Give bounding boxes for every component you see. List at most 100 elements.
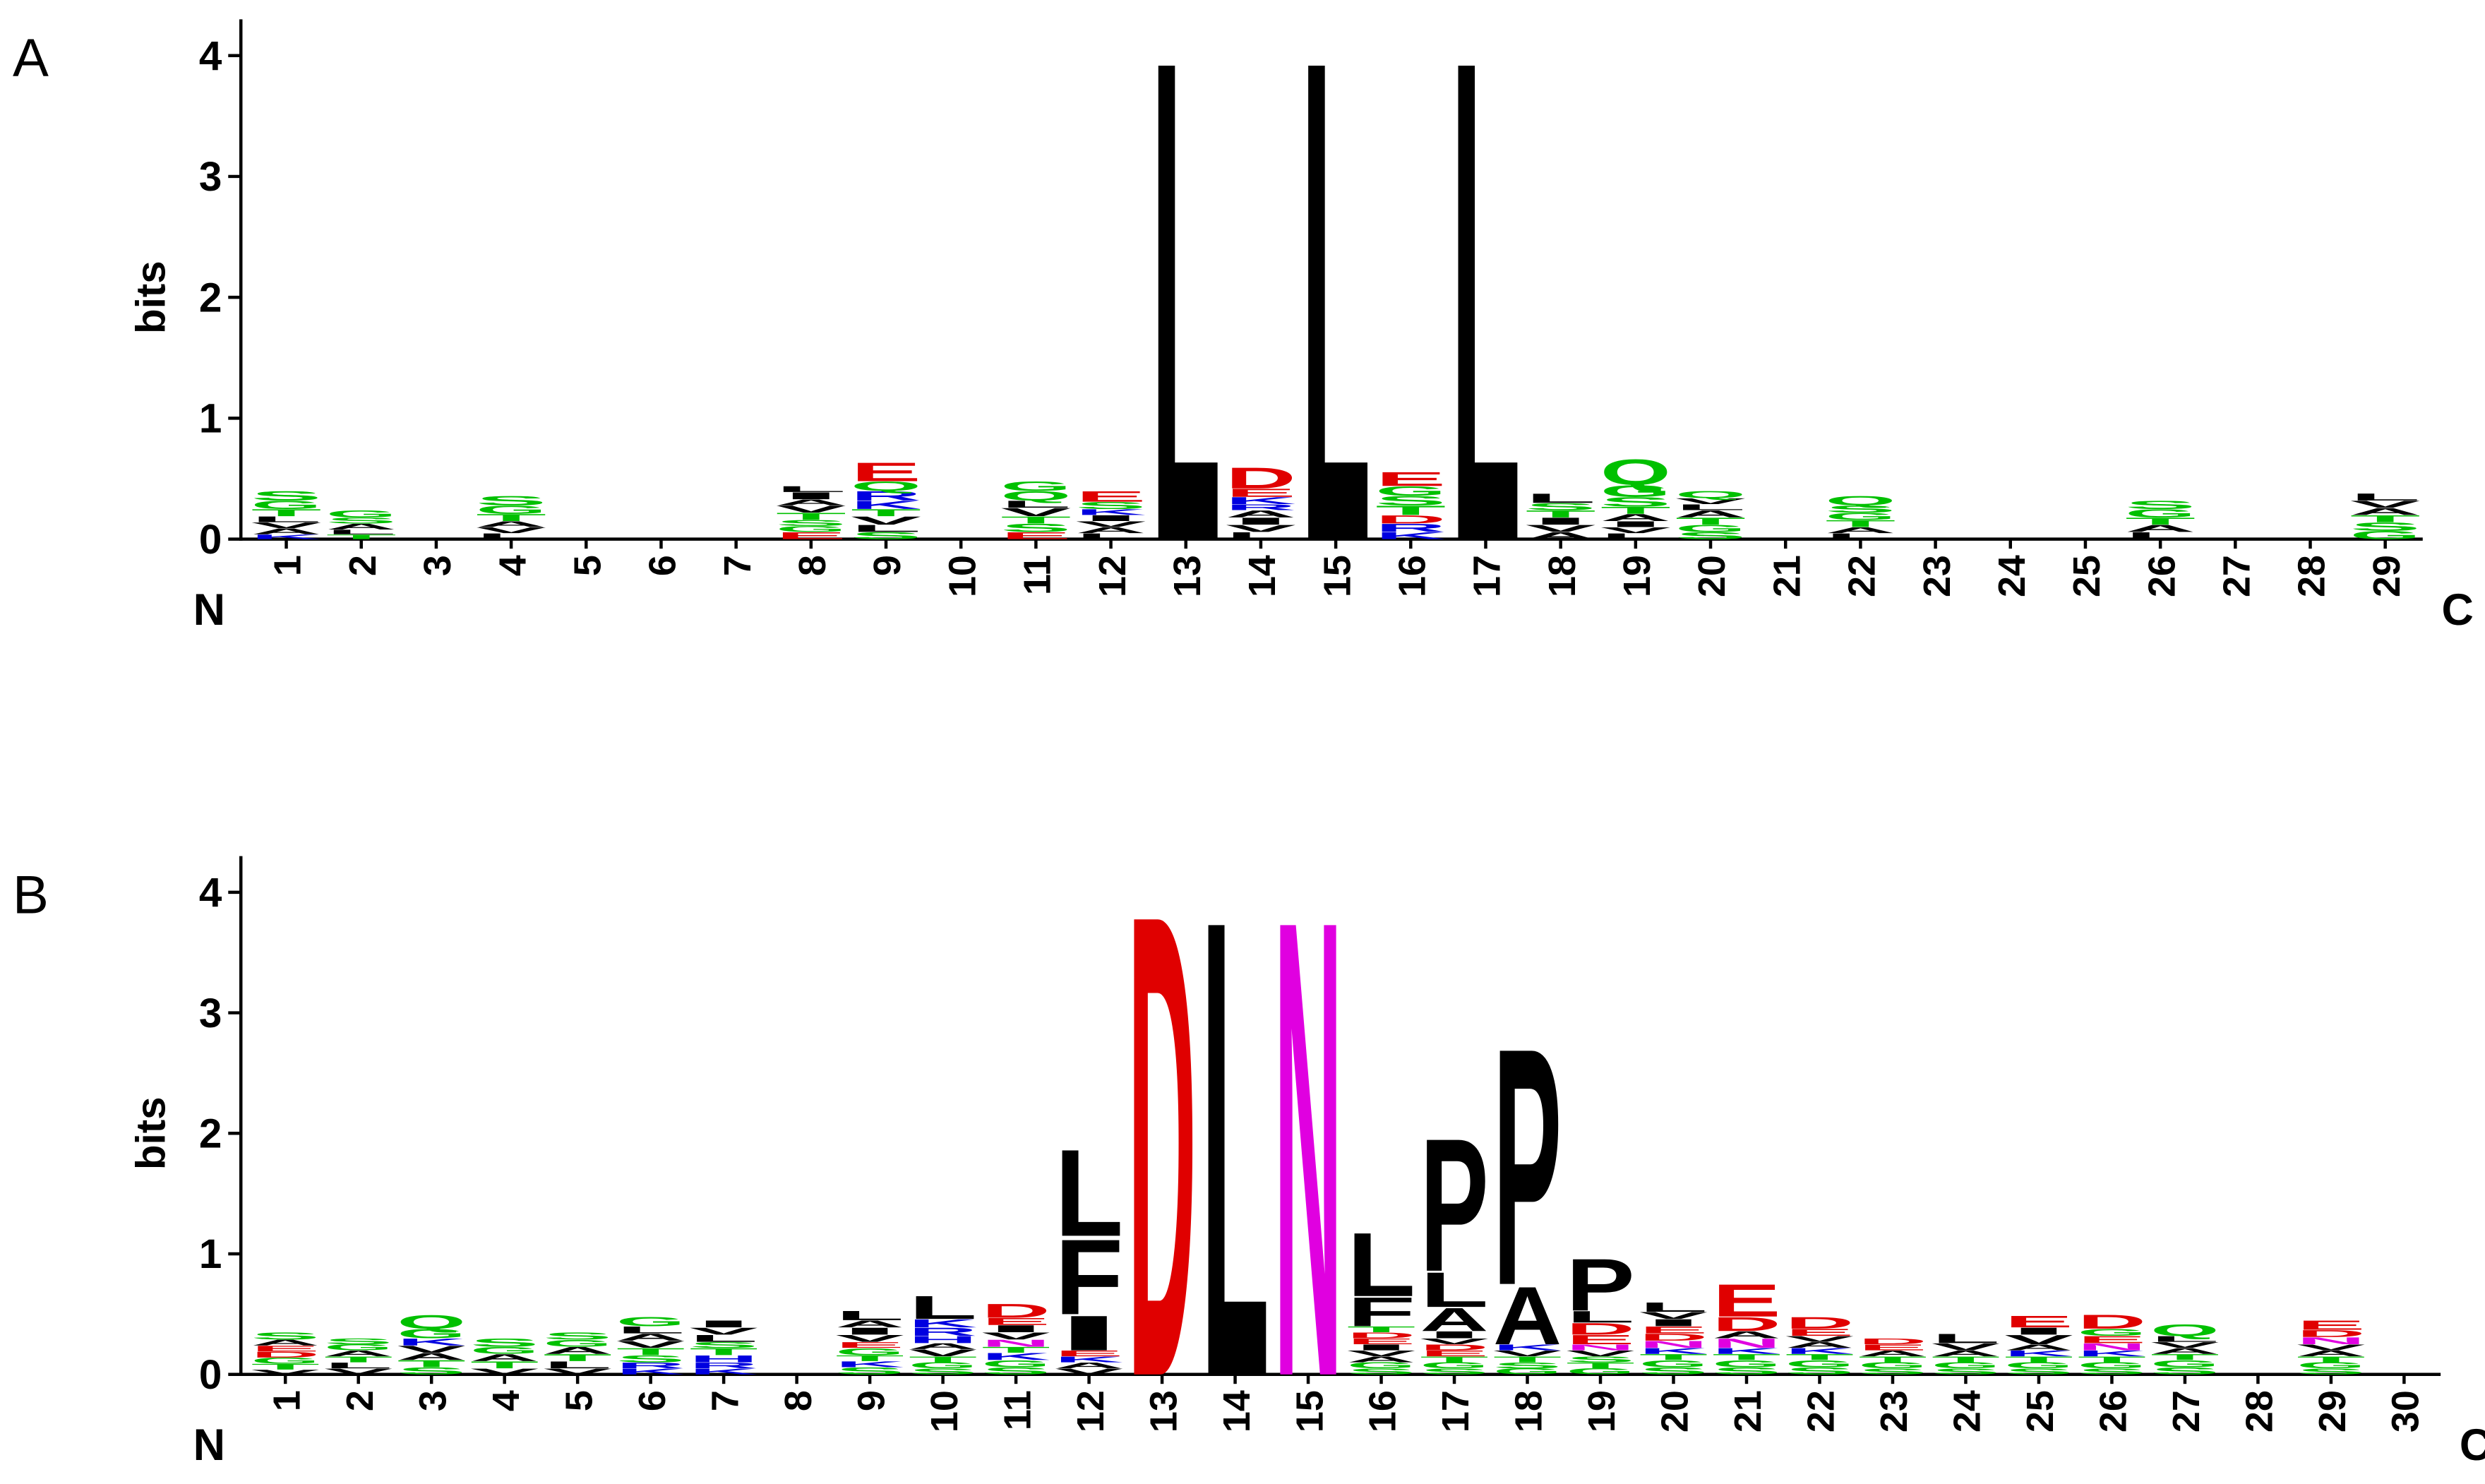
logo-letter: T <box>981 1345 1050 1354</box>
logo-letter: T <box>2004 1355 2073 1364</box>
logo-letter: L <box>1420 1262 1488 1318</box>
logo-letter: H <box>689 1353 758 1365</box>
logo-letter: T <box>1785 1353 1854 1362</box>
logo-letter: R <box>1375 522 1446 534</box>
logo-letter: K <box>2078 1348 2146 1358</box>
logo-letter: T <box>2125 515 2196 527</box>
logo-letter: L <box>324 1361 393 1370</box>
logo-letter: E <box>2297 1318 2365 1333</box>
logo-letter: G <box>1712 1358 1780 1370</box>
logo-letter: V <box>1785 1334 1854 1344</box>
logo-letter: L <box>1675 503 1746 512</box>
logo-letter: D <box>1127 777 1196 1484</box>
x-tick-label: 9 <box>850 1390 892 1411</box>
logo-letter: A <box>1600 512 1671 523</box>
logo-letter: V <box>2004 1332 2073 1347</box>
logo-letter: G <box>2004 1361 2073 1370</box>
logo-letter: E <box>776 530 846 541</box>
logo-letter: G <box>251 1356 320 1365</box>
logo-letter: V <box>909 1347 977 1358</box>
logo-letter: S <box>544 1330 612 1341</box>
logo-letter: T <box>544 1352 612 1363</box>
logo-letter: I <box>1055 1305 1123 1361</box>
logo-letter: R <box>689 1361 758 1370</box>
logo-letter: T <box>2150 1353 2219 1362</box>
logo-letter: S <box>2078 1367 2146 1376</box>
y-tick-label: 3 <box>199 991 222 1036</box>
x-tick-label: 7 <box>717 555 759 576</box>
logo-letter: N <box>2078 1341 2146 1353</box>
logo-letter: G <box>1000 479 1071 493</box>
x-tick-label: 24 <box>1946 1390 1989 1432</box>
logo-letter: G <box>1566 1367 1634 1376</box>
logo-letter: E <box>1639 1324 1708 1336</box>
logo-letter: V <box>1076 520 1146 529</box>
logo-letter: V <box>251 1368 320 1375</box>
logo-letter: T <box>689 1346 758 1358</box>
x-tick-label: 30 <box>2385 1390 2427 1432</box>
logo-letter: G <box>251 498 322 511</box>
logo-letter: V <box>835 1333 904 1344</box>
logo-letter: D <box>1375 513 1446 526</box>
logo-letter: S <box>909 1367 977 1376</box>
logo-letter: V <box>1932 1341 2000 1353</box>
logo-letter: V <box>1566 1348 1634 1358</box>
logo-letter: L <box>909 1289 977 1326</box>
logo-letter: A <box>2150 1346 2219 1356</box>
x-tick-label: 25 <box>2019 1390 2061 1432</box>
logo-letter: E <box>251 1344 320 1353</box>
x-tick-label: 21 <box>1727 1390 1769 1432</box>
logo-letter: L <box>2125 530 2196 541</box>
logo-letter: D <box>1566 1320 1634 1338</box>
logo-letter: T <box>1932 1355 2000 1364</box>
logo-letter: G <box>476 503 546 516</box>
logo-letter: V <box>981 1330 1050 1341</box>
logo-letter: S <box>397 1365 466 1377</box>
logo-letter: S <box>2150 1365 2219 1377</box>
y-axis-label: bits <box>128 1096 174 1170</box>
logo-letter: T <box>470 1359 539 1370</box>
x-tick-label: 7 <box>704 1390 746 1411</box>
logo-letter: T <box>1526 508 1596 520</box>
x-tick-label: 13 <box>1166 555 1209 597</box>
logo-letter: A <box>2350 506 2421 517</box>
logo-letter: Q <box>851 479 921 493</box>
logo-letter: A <box>2125 523 2196 534</box>
logo-letter: D <box>981 1300 1050 1322</box>
logo-letter: G <box>835 1346 904 1358</box>
logo-letter: K <box>909 1317 977 1329</box>
logo-letter: A <box>470 1352 539 1363</box>
logo-letter: I <box>1420 1329 1488 1341</box>
x-tick-label: 29 <box>2366 555 2408 597</box>
logo-letter: A <box>835 1318 904 1329</box>
y-tick-label: 1 <box>199 1231 222 1277</box>
logo-letter: V <box>324 1367 393 1376</box>
x-tick-label: 27 <box>2216 555 2258 597</box>
x-tick-label: 1 <box>267 555 309 576</box>
logo-letter: K <box>1493 1343 1562 1352</box>
logo-letter: G <box>909 1361 977 1370</box>
logo-letter: P <box>1493 979 1562 1356</box>
logo-letter: L <box>1300 0 1371 685</box>
logo-letter: T <box>1600 505 1671 516</box>
logo-letter: V <box>2150 1341 2219 1350</box>
x-tick-label: 19 <box>1581 1390 1623 1432</box>
logo-letter: V <box>476 525 546 534</box>
logo-letter: S <box>1000 522 1071 534</box>
logo-letter: L <box>835 1308 904 1323</box>
x-tick-label: 11 <box>1017 555 1059 595</box>
logo-letter: V <box>1000 505 1071 518</box>
logo-letter: E <box>1420 1348 1488 1358</box>
logo-letter: I <box>689 1318 758 1329</box>
logo-letter: D <box>1420 1343 1488 1352</box>
y-tick-label: 1 <box>199 396 222 442</box>
logo-letter: E <box>851 457 921 487</box>
logo-letter: K <box>1712 1346 1780 1356</box>
logo-letter: T <box>326 533 397 541</box>
logo-letter: T <box>2350 513 2421 525</box>
logo-letter: A <box>1493 1269 1562 1362</box>
x-tick-label: 18 <box>1508 1390 1550 1432</box>
logo-letter: V <box>1055 1367 1123 1376</box>
logo-letter: K <box>251 533 322 541</box>
logo-letter: L <box>1451 0 1521 685</box>
